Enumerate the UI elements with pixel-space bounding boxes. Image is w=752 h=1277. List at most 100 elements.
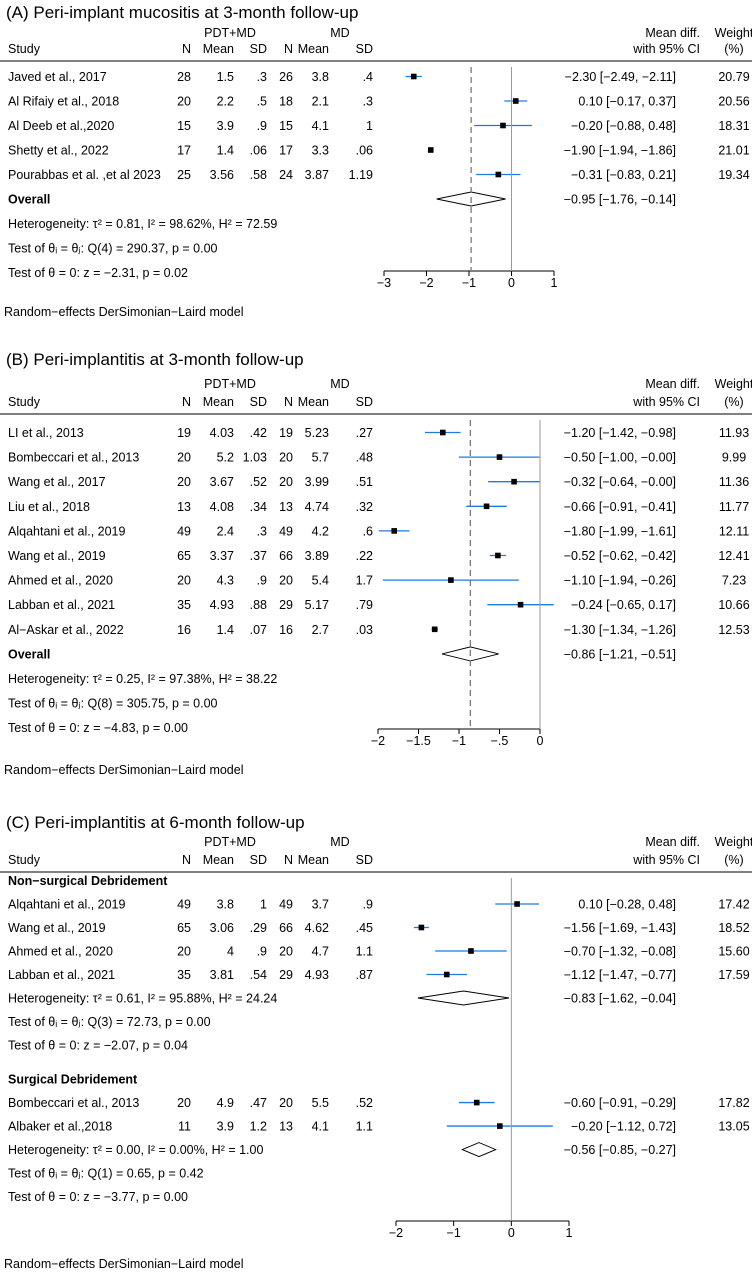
x-tick-label: −1.5 <box>406 734 431 748</box>
test-statistic: Test of θ = 0: z = −3.77, p = 0.00 <box>8 1190 188 1204</box>
sd2-value: .9 <box>363 898 373 912</box>
weight-value: 18.31 <box>718 119 749 133</box>
n1-value: 49 <box>177 898 191 912</box>
mean1-value: 1.4 <box>217 623 234 637</box>
effect-marker <box>495 171 502 178</box>
sd1-value: .06 <box>250 144 267 158</box>
ci-text: −0.70 [−1.32, −0.08] <box>564 945 676 959</box>
effect-marker <box>431 626 438 633</box>
mean1-header: Mean <box>203 395 234 409</box>
n1-value: 25 <box>177 168 191 182</box>
weight-value: 10.66 <box>718 598 749 612</box>
mean2-value: 3.8 <box>312 70 329 84</box>
effect-marker <box>500 122 506 129</box>
x-tick-label: −1 <box>452 734 466 748</box>
ci-text: −0.20 [−1.12, 0.72] <box>571 1120 676 1134</box>
n2-value: 19 <box>279 426 293 440</box>
n2-value: 18 <box>279 95 293 109</box>
effect-marker <box>514 901 520 907</box>
sd2-value: 1.1 <box>356 1120 373 1134</box>
n1-value: 49 <box>177 524 191 538</box>
n2-value: 20 <box>279 451 293 465</box>
weight-value: 12.53 <box>718 623 749 637</box>
summary-ci-text: −0.86 [−1.21, −0.51] <box>564 647 676 661</box>
sd2-header: SD <box>356 853 373 867</box>
sd2-value: .27 <box>356 426 373 440</box>
ci-text: −0.32 [−0.64, −0.00] <box>564 475 676 489</box>
n2-value: 26 <box>279 70 293 84</box>
study-name: Ahmed et al., 2020 <box>8 574 113 588</box>
test-statistic: Heterogeneity: τ² = 0.81, I² = 98.62%, H… <box>8 217 277 231</box>
mean2-header: Mean <box>298 853 329 867</box>
effect-marker <box>483 503 490 510</box>
n2-value: 49 <box>279 524 293 538</box>
mean2-value: 5.7 <box>312 451 329 465</box>
n1-header: N <box>182 395 191 409</box>
test-statistic: Test of θᵢ = θⱼ: Q(4) = 290.37, p = 0.00 <box>8 242 218 256</box>
study-name: Bombeccari et al., 2013 <box>8 1096 139 1110</box>
weight-value: 9.99 <box>722 451 746 465</box>
mean2-value: 4.1 <box>312 119 329 133</box>
mean1-value: 4.03 <box>210 426 234 440</box>
ci-text: −0.31 [−0.83, 0.21] <box>571 168 676 182</box>
mean1-value: 3.8 <box>217 898 234 912</box>
n2-header: N <box>284 42 293 56</box>
study-name: Wang et al., 2019 <box>8 549 106 563</box>
weight-value: 11.77 <box>719 500 749 514</box>
study-name: Wang et al., 2017 <box>8 475 106 489</box>
ci-text: −0.24 [−0.65, 0.17] <box>571 598 676 612</box>
ci-text: −1.90 [−1.94, −1.86] <box>564 144 676 158</box>
effect-header-ci: with 95% CI <box>632 853 700 867</box>
ci-text: −0.20 [−0.88, 0.48] <box>571 119 676 133</box>
study-name: Shetty et al., 2022 <box>8 144 109 158</box>
sd1-value: .34 <box>250 500 267 514</box>
mean1-value: 1.4 <box>217 144 234 158</box>
effect-marker <box>427 147 434 153</box>
n2-value: 29 <box>279 968 293 982</box>
weight-header: Weight <box>715 835 752 849</box>
subgroup-title: Non−surgical Debridement <box>8 874 168 888</box>
panel-title: (A) Peri-implant mucositis at 3-month fo… <box>6 3 358 22</box>
group2-header: MD <box>330 835 349 849</box>
sd1-value: .52 <box>250 475 267 489</box>
x-tick-label: 1 <box>566 1226 573 1240</box>
effect-marker <box>410 73 417 80</box>
group1-header: PDT+MD <box>204 26 256 40</box>
group2-header: MD <box>330 377 349 391</box>
heterogeneity-text: Heterogeneity: τ² = 0.00, I² = 0.00%, H²… <box>8 1143 263 1157</box>
n2-value: 17 <box>279 144 293 158</box>
weight-value: 7.23 <box>722 574 746 588</box>
study-name: Alqahtani et al., 2019 <box>8 524 125 538</box>
sd2-value: .03 <box>356 623 373 637</box>
n2-value: 66 <box>279 549 293 563</box>
weight-value: 17.59 <box>718 968 749 982</box>
study-name: Al−Askar et al., 2022 <box>8 623 124 637</box>
weight-value: 13.05 <box>718 1120 749 1134</box>
x-tick-label: −3 <box>377 276 391 290</box>
mean1-value: 4 <box>227 945 234 959</box>
ci-text: 0.10 [−0.17, 0.37] <box>578 95 676 109</box>
x-tick-label: −1 <box>447 1226 461 1240</box>
sd2-value: 1.1 <box>356 945 373 959</box>
effect-header-ci: with 95% CI <box>632 395 700 409</box>
mean2-value: 2.7 <box>312 623 329 637</box>
effect-header: Mean diff. <box>645 26 700 40</box>
sd2-value: 1 <box>366 119 373 133</box>
mean2-value: 5.23 <box>305 426 329 440</box>
weight-header: Weight <box>715 26 752 40</box>
weight-value: 17.82 <box>718 1096 749 1110</box>
sd1-value: .54 <box>250 968 267 982</box>
n1-value: 13 <box>177 500 191 514</box>
mean2-value: 3.99 <box>305 475 329 489</box>
sd2-value: .22 <box>356 549 373 563</box>
sd1-value: 1 <box>260 898 267 912</box>
mean1-value: 3.9 <box>217 1120 234 1134</box>
effect-marker <box>495 552 501 559</box>
effect-marker <box>440 429 446 436</box>
n1-value: 28 <box>177 70 191 84</box>
weight-value: 20.56 <box>718 95 749 109</box>
weight-value: 11.36 <box>719 475 749 489</box>
mean1-value: 3.9 <box>217 119 234 133</box>
n1-value: 35 <box>177 968 191 982</box>
